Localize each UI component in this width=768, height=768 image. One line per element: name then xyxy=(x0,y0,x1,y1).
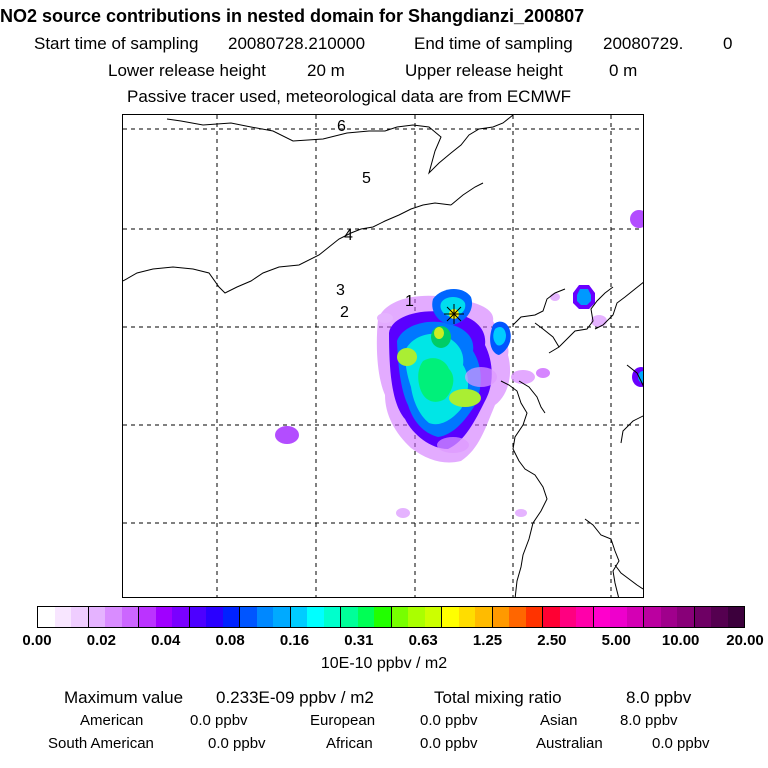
color-scale-swatch xyxy=(660,607,677,627)
color-scale-swatch xyxy=(273,607,290,627)
color-scale-tick-label: 5.00 xyxy=(601,632,631,649)
color-scale-swatch xyxy=(307,607,324,627)
region-american-value: 0.0 ppbv xyxy=(190,712,248,729)
color-scale-swatch xyxy=(576,607,593,627)
color-scale-tick-label: 1.25 xyxy=(472,632,503,649)
region-european-label: European xyxy=(310,712,376,729)
trajectory-labels: 6 5 4 3 2 1 xyxy=(336,118,414,321)
color-scale-swatch xyxy=(626,607,643,627)
concentration-plume xyxy=(275,210,643,518)
tracer-note: Passive tracer used, meteorological data… xyxy=(127,87,572,106)
color-scale-swatch xyxy=(424,607,441,627)
color-scale-swatch xyxy=(289,607,307,627)
color-scale-tick-label: 0.00 xyxy=(22,632,52,649)
color-scale-swatch xyxy=(222,607,239,627)
color-scale-swatch xyxy=(559,607,576,627)
lower-release-label: Lower release height xyxy=(108,61,266,80)
color-scale-tick-label: 10.00 xyxy=(661,632,700,649)
color-scale-swatch xyxy=(256,607,273,627)
start-time-value: 20080728.210000 xyxy=(228,34,366,53)
end-time-suffix: 0 xyxy=(723,34,733,53)
end-time-value: 20080729. xyxy=(603,34,684,53)
color-scale-tick-label: 0.16 xyxy=(279,632,310,649)
region-south-american-label: South American xyxy=(48,735,154,752)
color-scale-swatch xyxy=(340,607,358,627)
color-scale-swatch xyxy=(643,607,661,627)
color-scale-swatch xyxy=(441,607,459,627)
max-value: 0.233E-09 ppbv / m2 xyxy=(216,688,374,707)
region-african-label: African xyxy=(326,735,373,752)
color-scale-swatch xyxy=(374,607,391,627)
color-scale-tick-label: 20.00 xyxy=(726,632,764,649)
upper-release-value: 0 m xyxy=(609,61,638,80)
color-scale-swatch xyxy=(542,607,560,627)
color-scale-swatch xyxy=(323,607,340,627)
color-scale-swatch xyxy=(525,607,542,627)
region-european-value: 0.0 ppbv xyxy=(420,712,478,729)
color-scale-tick-label: 2.50 xyxy=(537,632,567,649)
color-scale-swatch xyxy=(475,607,492,627)
color-scale-swatch xyxy=(610,607,627,627)
lower-release-value: 20 m xyxy=(307,61,345,80)
map-canvas: 6 5 4 3 2 1 xyxy=(123,115,643,597)
region-asian-value: 8.0 ppbv xyxy=(620,712,678,729)
color-scale-swatch xyxy=(188,607,206,627)
region-south-american-value: 0.0 ppbv xyxy=(208,735,266,752)
trajectory-label-5: 5 xyxy=(362,170,371,187)
map-panel: 6 5 4 3 2 1 xyxy=(122,114,644,598)
start-time-label: Start time of sampling xyxy=(34,34,199,53)
color-scale-swatch xyxy=(71,607,88,627)
color-scale-tick-label: 0.08 xyxy=(215,632,245,649)
color-scale-swatch xyxy=(357,607,374,627)
color-scale-swatch xyxy=(677,607,694,627)
trajectory-label-3: 3 xyxy=(336,282,345,299)
color-scale-swatch xyxy=(121,607,138,627)
color-scale-swatch xyxy=(390,607,408,627)
trajectory-label-2: 2 xyxy=(340,304,349,321)
color-scale-swatch xyxy=(727,607,744,627)
color-scale-swatch xyxy=(38,607,55,627)
color-scale-swatch xyxy=(105,607,122,627)
color-scale-tick-label: 0.63 xyxy=(408,632,438,649)
color-scale-bar xyxy=(37,606,745,628)
color-scale-tick-label: 0.04 xyxy=(151,632,181,649)
region-australian-label: Australian xyxy=(536,735,603,752)
color-scale-swatch xyxy=(458,607,475,627)
color-scale-swatch xyxy=(693,607,711,627)
color-scale-swatch xyxy=(54,607,71,627)
color-scale-unit: 10E-10 ppbv / m2 xyxy=(320,655,448,672)
region-african-value: 0.0 ppbv xyxy=(420,735,478,752)
trajectory-label-1: 1 xyxy=(405,293,414,310)
end-time-label: End time of sampling xyxy=(414,34,573,53)
region-australian-value: 0.0 ppbv xyxy=(652,735,710,752)
color-scale-swatch xyxy=(509,607,526,627)
color-scale-tick-label: 0.02 xyxy=(86,632,116,649)
total-mixing-label: Total mixing ratio xyxy=(434,688,562,707)
lat-lon-grid xyxy=(123,115,643,597)
page-title: NO2 source contributions in nested domai… xyxy=(0,6,585,26)
color-scale-swatch xyxy=(206,607,223,627)
coastline-lines xyxy=(123,115,643,597)
color-scale-swatch xyxy=(155,607,172,627)
trajectory-label-4: 4 xyxy=(344,227,353,244)
max-value-label: Maximum value xyxy=(64,688,184,707)
color-scale-swatch xyxy=(172,607,189,627)
trajectory-label-6: 6 xyxy=(337,118,346,135)
color-scale-tick-label: 0.31 xyxy=(344,632,374,649)
upper-release-label: Upper release height xyxy=(405,61,563,80)
color-scale-swatch xyxy=(87,607,105,627)
color-scale-swatch xyxy=(239,607,257,627)
region-american-label: American xyxy=(80,712,144,729)
total-mixing-value: 8.0 ppbv xyxy=(626,688,692,707)
receptor-star-icon xyxy=(444,304,464,324)
color-scale-swatch xyxy=(491,607,509,627)
region-asian-label: Asian xyxy=(540,712,578,729)
color-scale-swatch xyxy=(408,607,425,627)
color-scale-swatch xyxy=(138,607,156,627)
color-scale-swatch xyxy=(592,607,610,627)
color-scale-swatch xyxy=(711,607,728,627)
